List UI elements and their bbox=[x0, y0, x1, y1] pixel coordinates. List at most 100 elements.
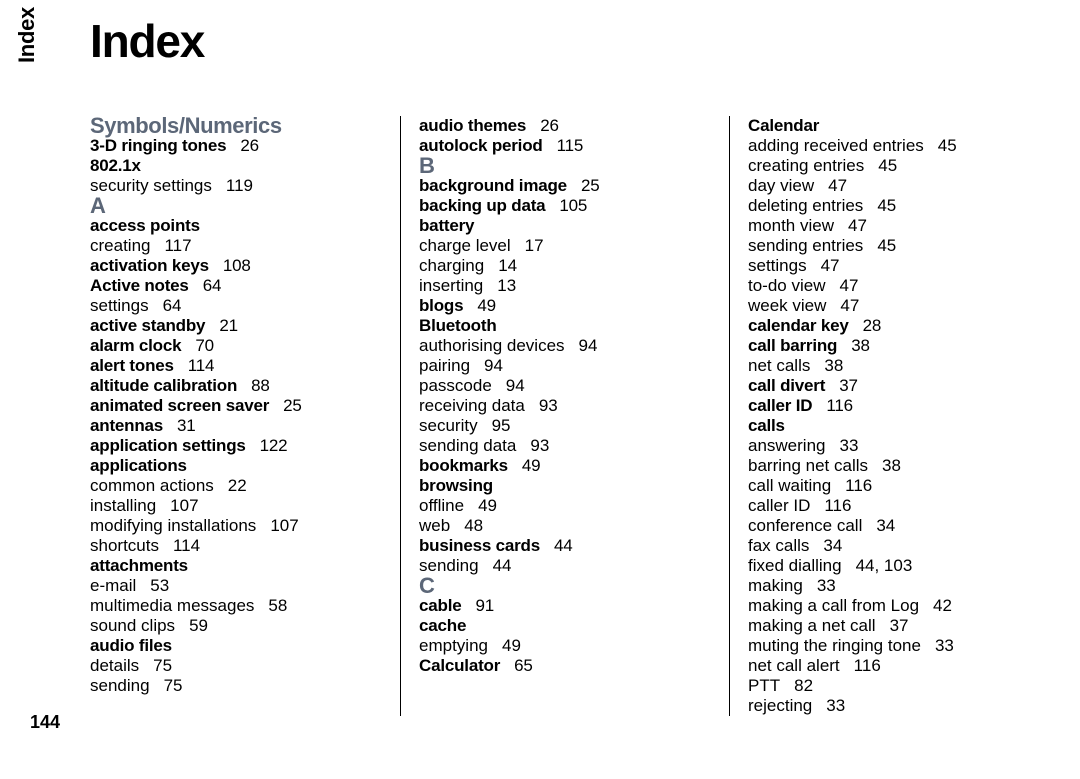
page-ref: 47 bbox=[828, 176, 847, 195]
letter-heading: C bbox=[419, 576, 717, 596]
page-ref: 44 bbox=[554, 536, 573, 555]
index-entry: cable91 bbox=[419, 596, 717, 616]
index-entry: call divert37 bbox=[748, 376, 1046, 396]
index-subentry: common actions 22 bbox=[90, 476, 388, 496]
index-subentry: day view47 bbox=[748, 176, 1046, 196]
page-ref: 34 bbox=[823, 536, 842, 555]
index-subentry: installing107 bbox=[90, 496, 388, 516]
subentry-term: sending entries bbox=[748, 236, 863, 255]
subentry-term: call waiting bbox=[748, 476, 831, 495]
entry-term: calendar key bbox=[748, 316, 849, 335]
index-subentry: emptying49 bbox=[419, 636, 717, 656]
index-subentry: details75 bbox=[90, 656, 388, 676]
page-ref: 25 bbox=[283, 396, 302, 415]
index-subentry: receiving data93 bbox=[419, 396, 717, 416]
index-subentry: charging14 bbox=[419, 256, 717, 276]
entry-term: animated screen saver bbox=[90, 396, 269, 415]
subentry-term: rejecting bbox=[748, 696, 812, 715]
page-ref: 58 bbox=[268, 596, 287, 615]
index-column: audio themes26autolock period115Bbackgro… bbox=[400, 116, 729, 716]
subentry-term: offline bbox=[419, 496, 464, 515]
index-subentry: net calls38 bbox=[748, 356, 1046, 376]
index-subentry: settings47 bbox=[748, 256, 1046, 276]
index-entry: blogs49 bbox=[419, 296, 717, 316]
subentry-term: answering bbox=[748, 436, 826, 455]
subentry-term: settings bbox=[748, 256, 807, 275]
page-ref: 107 bbox=[270, 516, 298, 535]
index-entry: Bluetooth bbox=[419, 316, 717, 336]
subentry-term: modifying installations bbox=[90, 516, 256, 535]
index-entry: bookmarks49 bbox=[419, 456, 717, 476]
index-subentry: month view47 bbox=[748, 216, 1046, 236]
page-ref: 114 bbox=[188, 356, 215, 375]
subentry-term: sending bbox=[90, 676, 150, 695]
subentry-term: inserting bbox=[419, 276, 483, 295]
page-ref: 33 bbox=[817, 576, 836, 595]
entry-term: caller ID bbox=[748, 396, 812, 415]
index-subentry: rejecting 33 bbox=[748, 696, 1046, 716]
subentry-term: fax calls bbox=[748, 536, 809, 555]
subentry-term: PTT bbox=[748, 676, 780, 695]
page-ref: 42 bbox=[933, 596, 952, 615]
subentry-term: authorising devices bbox=[419, 336, 565, 355]
index-subentry: pairing94 bbox=[419, 356, 717, 376]
index-subentry: modifying installations 107 bbox=[90, 516, 388, 536]
page-ref: 94 bbox=[579, 336, 598, 355]
subentry-term: common actions bbox=[90, 476, 214, 495]
page-ref: 88 bbox=[251, 376, 270, 395]
entry-term: bookmarks bbox=[419, 456, 508, 475]
page-ref: 117 bbox=[164, 236, 191, 255]
page-ref: 64 bbox=[203, 276, 222, 295]
page-ref: 22 bbox=[228, 476, 247, 495]
page-ref: 25 bbox=[581, 176, 600, 195]
index-subentry: muting the ringing tone33 bbox=[748, 636, 1046, 656]
page-ref: 37 bbox=[890, 616, 909, 635]
page-ref: 33 bbox=[840, 436, 859, 455]
page-ref: 49 bbox=[477, 296, 496, 315]
entry-term: alert tones bbox=[90, 356, 174, 375]
index-column: Calendaradding received entries45creatin… bbox=[729, 116, 1058, 716]
subentry-term: making bbox=[748, 576, 803, 595]
page-ref: 34 bbox=[876, 516, 895, 535]
page-ref: 95 bbox=[492, 416, 511, 435]
entry-term: altitude calibration bbox=[90, 376, 237, 395]
index-entry: background image25 bbox=[419, 176, 717, 196]
page-ref: 45 bbox=[877, 196, 896, 215]
page-ref: 116 bbox=[826, 396, 853, 415]
index-subentry: charge level17 bbox=[419, 236, 717, 256]
subentry-term: conference call bbox=[748, 516, 862, 535]
page-ref: 38 bbox=[882, 456, 901, 475]
entry-term: backing up data bbox=[419, 196, 545, 215]
index-entry: caller ID 116 bbox=[748, 396, 1046, 416]
page-ref: 37 bbox=[839, 376, 858, 395]
subentry-term: multimedia messages bbox=[90, 596, 254, 615]
page-ref: 33 bbox=[826, 696, 845, 715]
subentry-term: creating entries bbox=[748, 156, 864, 175]
page-ref: 47 bbox=[840, 296, 859, 315]
page-ref: 26 bbox=[240, 136, 259, 155]
page-ref: 122 bbox=[260, 436, 288, 455]
subentry-term: web bbox=[419, 516, 450, 535]
index-entry: backing up data 105 bbox=[419, 196, 717, 216]
page-ref: 105 bbox=[559, 196, 587, 215]
subentry-term: adding received entries bbox=[748, 136, 924, 155]
subentry-term: caller ID bbox=[748, 496, 810, 515]
index-entry: autolock period115 bbox=[419, 136, 717, 156]
index-subentry: sending data93 bbox=[419, 436, 717, 456]
page-ref: 116 bbox=[845, 476, 872, 495]
page-ref: 28 bbox=[863, 316, 882, 335]
index-subentry: security settings119 bbox=[90, 176, 388, 196]
index-subentry: week view47 bbox=[748, 296, 1046, 316]
index-entry: 802.1x bbox=[90, 156, 388, 176]
index-subentry: fax calls 34 bbox=[748, 536, 1046, 556]
page-ref: 45 bbox=[938, 136, 957, 155]
index-subentry: passcode94 bbox=[419, 376, 717, 396]
index-subentry: settings64 bbox=[90, 296, 388, 316]
subentry-term: barring net calls bbox=[748, 456, 868, 475]
index-subentry: making a call from Log42 bbox=[748, 596, 1046, 616]
page-ref: 115 bbox=[557, 136, 584, 155]
subentry-term: sound clips bbox=[90, 616, 175, 635]
entry-term: audio themes bbox=[419, 116, 526, 135]
index-subentry: sending44 bbox=[419, 556, 717, 576]
index-subentry: sending entries45 bbox=[748, 236, 1046, 256]
